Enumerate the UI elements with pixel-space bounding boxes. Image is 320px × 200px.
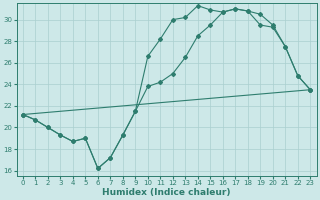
X-axis label: Humidex (Indice chaleur): Humidex (Indice chaleur) (102, 188, 231, 197)
